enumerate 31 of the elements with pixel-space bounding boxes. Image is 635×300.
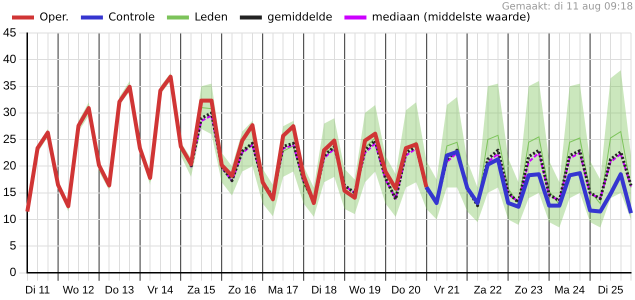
x-tick-label: Di 11 [25, 284, 50, 296]
x-tick-label: Ma 17 [268, 284, 298, 296]
x-tick-label: Zo 16 [228, 284, 256, 296]
x-tick-label: Di 18 [311, 284, 337, 296]
x-tick-label: Zo 23 [514, 284, 543, 296]
x-tick-label: Do 13 [104, 284, 134, 296]
x-tick-label: Ma 24 [554, 284, 585, 296]
x-tick-label: Vr 21 [434, 284, 460, 296]
y-tick-label: 5 [10, 238, 17, 252]
y-tick-label: 15 [2, 185, 17, 200]
x-tick-label: Di 25 [598, 284, 624, 296]
y-tick-label: 20 [2, 158, 17, 173]
y-tick-label: 45 [2, 25, 17, 40]
x-tick-label: Za 22 [474, 284, 502, 296]
legend-label: mediaan (middelste waarde) [372, 10, 530, 24]
legend-label: gemiddelde [267, 10, 333, 24]
x-tick-label: Do 20 [391, 284, 421, 296]
legend-label: Controle [108, 10, 156, 24]
y-tick-label: 30 [2, 105, 17, 120]
x-tick-label: Za 15 [187, 284, 216, 296]
y-tick-label: 0 [10, 265, 17, 280]
x-tick-label: Wo 12 [62, 284, 94, 296]
legend-label: Oper. [40, 10, 69, 24]
x-tick-label: Vr 14 [147, 284, 174, 296]
y-tick-label: 25 [2, 132, 17, 146]
y-tick-label: 40 [2, 52, 17, 66]
x-tick-label: Wo 19 [349, 284, 381, 296]
y-tick-label: 10 [2, 212, 17, 226]
legend-label: Leden [194, 10, 228, 24]
y-tick-label: 35 [2, 78, 17, 93]
text: Gemaakt: di 11 aug 09:18 [502, 2, 633, 13]
